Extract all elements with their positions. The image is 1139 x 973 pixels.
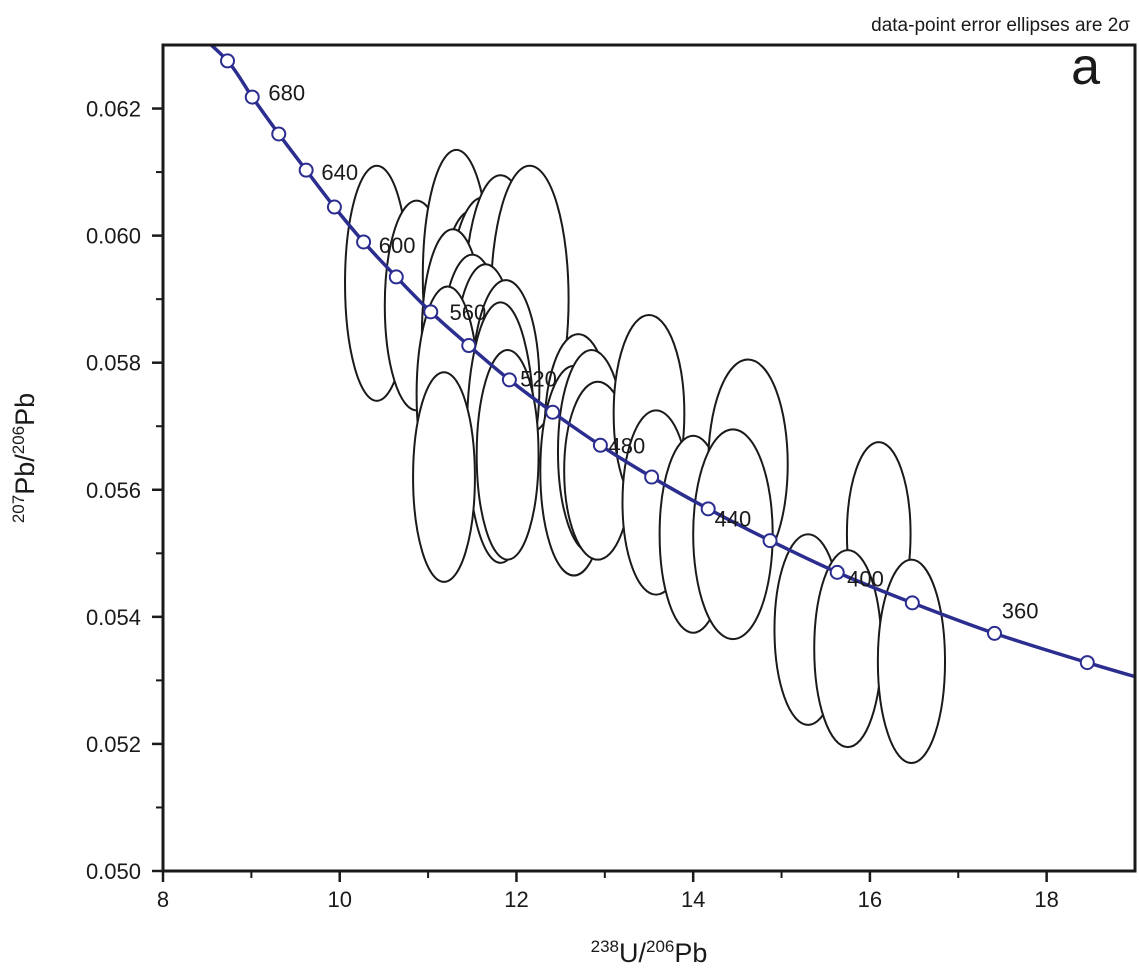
y-title-sup-2: 206 [9, 426, 28, 454]
x-tick-label: 8 [157, 887, 169, 912]
y-title-base-2: Pb [10, 393, 40, 426]
y-axis-title: 207Pb/206Pb [9, 393, 40, 523]
y-title-base-1: Pb/ [10, 454, 40, 495]
age-marker-9 [461, 338, 477, 354]
y-tick-label: 0.050 [86, 859, 141, 884]
panel-label: a [1071, 38, 1100, 96]
age-marker-8 [423, 304, 439, 320]
error-ellipse-note: data-point error ellipses are 2σ [871, 15, 1130, 36]
age-marker-5 [326, 199, 342, 215]
plot-frame [161, 43, 1137, 873]
age-marker-11 [545, 404, 561, 420]
age-marker-18 [987, 625, 1003, 641]
axes: 8 10 12 14 16 18 0.050 0.052 0.054 0.056 0.058 0.06… [86, 97, 1059, 912]
x-tick-label: 10 [327, 887, 351, 912]
error-ellipse-14 [412, 371, 476, 583]
age-marker-4 [298, 162, 314, 178]
age-labels: 680 640 600 560 520 480 440 400 360 [268, 81, 1038, 624]
age-label-360: 360 [1002, 598, 1039, 623]
x-title-base-1: U/ [619, 938, 646, 968]
age-label-600: 600 [379, 233, 416, 258]
y-tick-label: 0.052 [86, 732, 141, 757]
x-title-sup-2: 206 [646, 937, 674, 956]
age-marker-3 [271, 126, 287, 142]
concordia-curve-group [208, 45, 1135, 679]
age-marker-16 [829, 564, 845, 580]
age-label-560: 560 [449, 300, 486, 325]
y-tick-label: 0.054 [86, 605, 141, 630]
x-axis-title: 238U/206Pb [591, 937, 708, 968]
age-marker-14 [700, 501, 716, 517]
error-ellipse-15 [475, 348, 540, 561]
age-marker-2 [244, 89, 260, 105]
age-label-480: 480 [609, 433, 646, 458]
age-label-400: 400 [847, 567, 884, 592]
age-label-520: 520 [520, 367, 557, 392]
y-title-sup-1: 207 [9, 495, 28, 523]
y-tick-label: 0.062 [86, 97, 141, 122]
y-tick-label: 0.056 [86, 478, 141, 503]
x-tick-label: 18 [1034, 887, 1058, 912]
x-tick-label: 16 [858, 887, 882, 912]
age-marker-7 [388, 269, 404, 285]
age-marker-1 [220, 53, 236, 69]
x-title-sup-1: 238 [591, 937, 619, 956]
x-tick-label: 14 [681, 887, 705, 912]
age-marker-15 [762, 533, 778, 549]
age-marker-6 [356, 234, 372, 250]
x-tick-label: 12 [504, 887, 528, 912]
age-label-640: 640 [321, 160, 358, 185]
error-ellipse-28 [876, 558, 947, 764]
age-marker-13 [644, 469, 660, 485]
age-marker-12 [592, 437, 608, 453]
x-title-base-2: Pb [674, 938, 707, 968]
age-marker-19 [1079, 655, 1095, 671]
y-tick-label: 0.060 [86, 224, 141, 249]
age-label-680: 680 [268, 81, 305, 106]
y-tick-label: 0.058 [86, 351, 141, 376]
age-label-440: 440 [715, 506, 752, 531]
age-marker-10 [501, 372, 517, 388]
age-marker-17 [904, 595, 920, 611]
